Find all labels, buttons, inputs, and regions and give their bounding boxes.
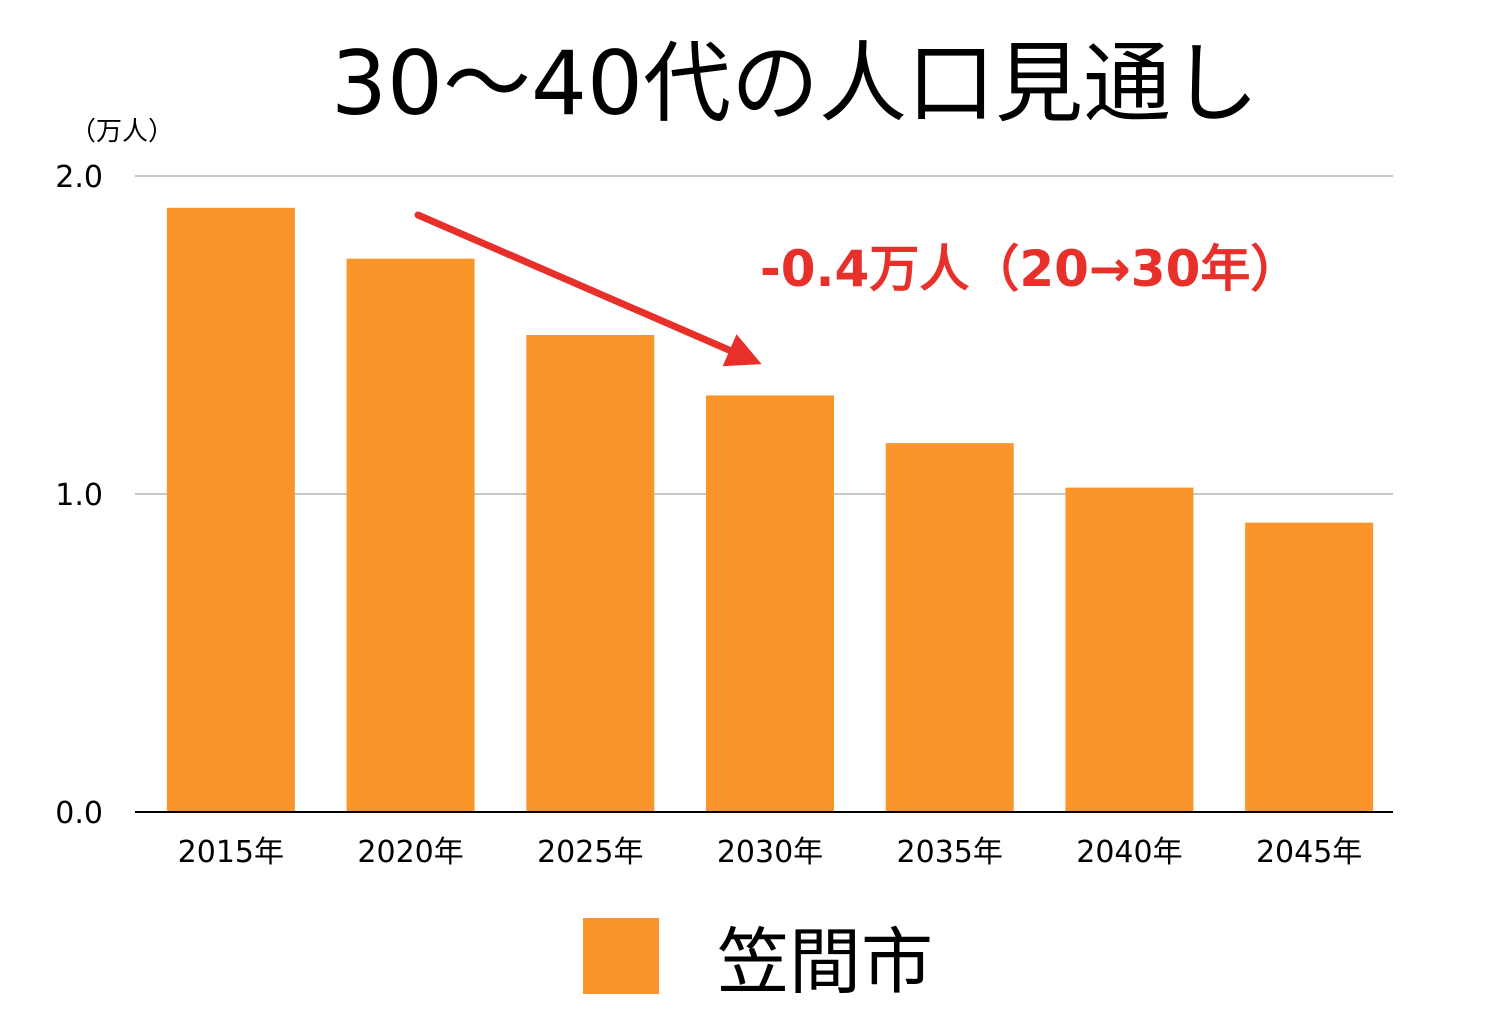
bar-2040年 [1065,487,1194,812]
legend-label: 笠間市 [717,920,933,1004]
y-tick-label: 0.0 [55,796,103,831]
legend-swatch [583,918,659,994]
chart-title: 30〜40代の人口見通し [331,32,1259,135]
y-tick-label: 2.0 [55,160,103,195]
y-tick-labels: 0.0 1.0 2.0 [55,160,103,831]
bar-2025年 [526,335,655,812]
bar-2045年 [1245,522,1374,812]
y-tick-label: 1.0 [55,478,103,513]
x-tick-label: 2040年 [1076,835,1182,870]
x-tick-label: 2045年 [1256,835,1362,870]
y-unit-label: （万人） [70,117,174,147]
decline-arrow [414,211,762,367]
decline-annotation: -0.4万人（20→30年） [760,240,1300,298]
x-tick-labels: 2015年 2020年 2025年 2030年 2035年 2040年 2045年 [178,835,1363,870]
bar-2015年 [166,207,295,813]
x-tick-label: 2015年 [178,835,284,870]
x-tick-label: 2020年 [357,835,463,870]
x-tick-label: 2025年 [537,835,643,870]
bar-2020年 [346,258,475,812]
x-tick-label: 2030年 [717,835,823,870]
bar-2035年 [885,443,1014,812]
bar-2030年 [706,395,834,812]
x-tick-label: 2035年 [897,835,1003,870]
bars [166,207,1374,813]
